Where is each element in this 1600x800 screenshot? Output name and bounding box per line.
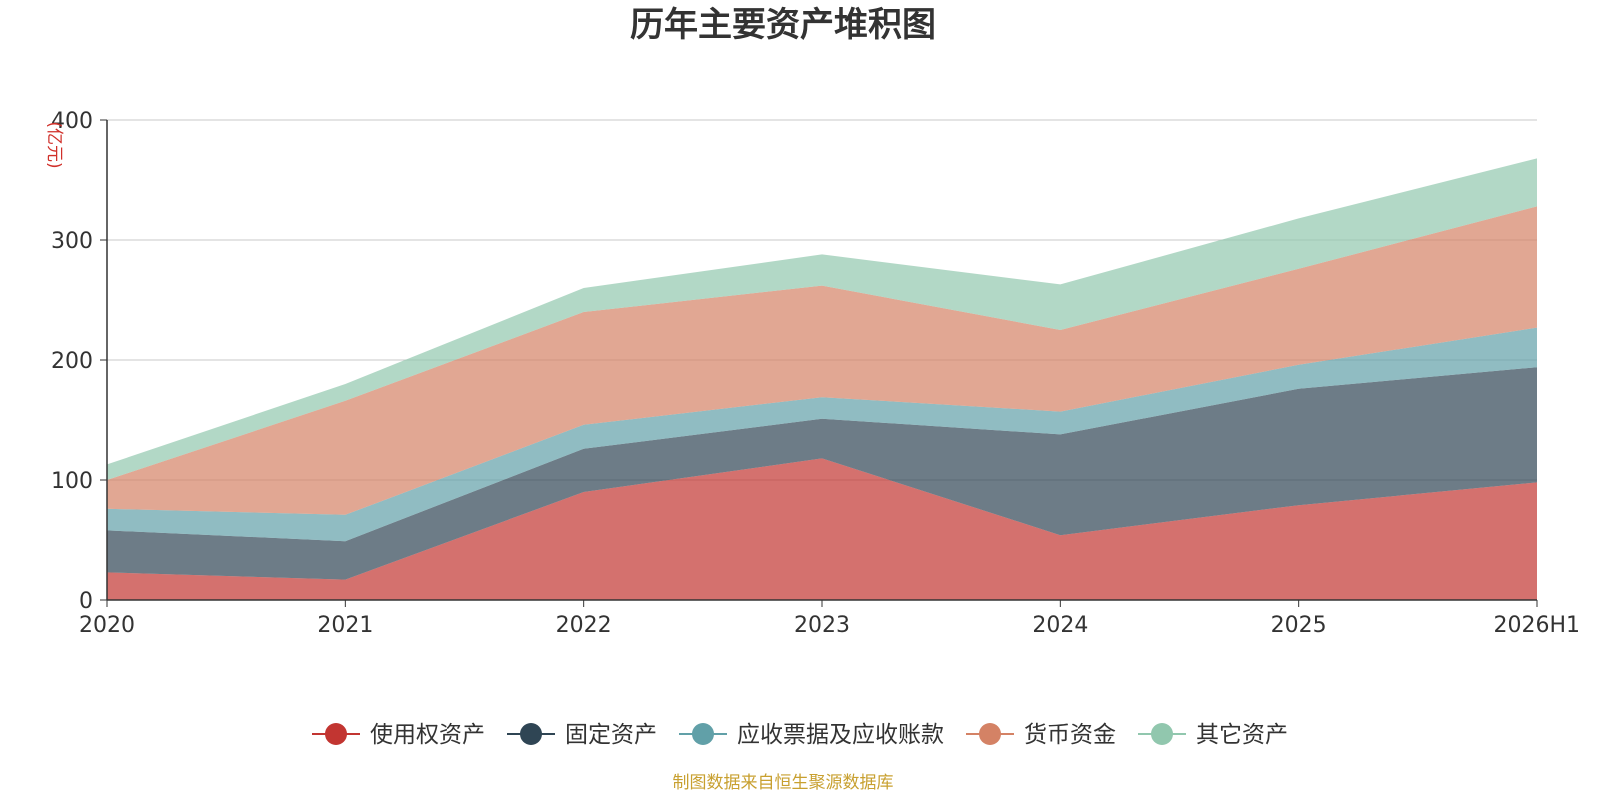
legend-marker xyxy=(692,723,714,745)
legend-marker xyxy=(520,723,542,745)
legend-marker xyxy=(1151,723,1173,745)
legend-label: 固定资产 xyxy=(565,722,657,748)
x-tick-label: 2021 xyxy=(317,613,373,638)
x-tick-label: 2025 xyxy=(1271,613,1327,638)
legend-label: 使用权资产 xyxy=(370,722,485,748)
legend-item: 固定资产 xyxy=(507,722,657,748)
y-tick-label: 100 xyxy=(51,469,93,494)
legend-item: 其它资产 xyxy=(1138,722,1288,748)
y-tick-label: 0 xyxy=(79,589,93,614)
legend-label: 货币资金 xyxy=(1024,722,1116,748)
legend-item: 应收票据及应收账款 xyxy=(679,722,944,748)
source-note: 制图数据来自恒生聚源数据库 xyxy=(673,773,894,793)
y-axis-unit-label: (亿元) xyxy=(44,121,64,168)
area-series-group xyxy=(107,158,1537,600)
legend-marker xyxy=(979,723,1001,745)
chart-title: 历年主要资产堆积图 xyxy=(630,5,936,45)
legend-marker xyxy=(325,723,347,745)
y-tick-label: 400 xyxy=(51,109,93,134)
legend-item: 使用权资产 xyxy=(312,722,485,748)
x-tick-label: 2024 xyxy=(1032,613,1088,638)
x-tick-label: 2022 xyxy=(556,613,612,638)
y-axis-ticks: 0 100 200 300 400 xyxy=(51,109,107,614)
y-tick-label: 200 xyxy=(51,349,93,374)
legend-item: 货币资金 xyxy=(966,722,1116,748)
area-series-2 xyxy=(107,367,1537,580)
area-series-3 xyxy=(107,327,1537,542)
area-series-4 xyxy=(107,206,1537,515)
y-tick-label: 300 xyxy=(51,229,93,254)
x-axis-ticks: 2020 2021 2022 2023 2024 2025 2026H1 xyxy=(79,600,1580,638)
x-tick-label: 2023 xyxy=(794,613,850,638)
x-tick-label: 2026H1 xyxy=(1493,613,1580,638)
legend-label: 应收票据及应收账款 xyxy=(737,722,944,748)
x-tick-label: 2020 xyxy=(79,613,135,638)
area-series-1 xyxy=(107,458,1537,600)
legend: 使用权资产 固定资产 应收票据及应收账款 货币资金 其它资产 xyxy=(312,722,1288,748)
legend-label: 其它资产 xyxy=(1196,722,1288,748)
